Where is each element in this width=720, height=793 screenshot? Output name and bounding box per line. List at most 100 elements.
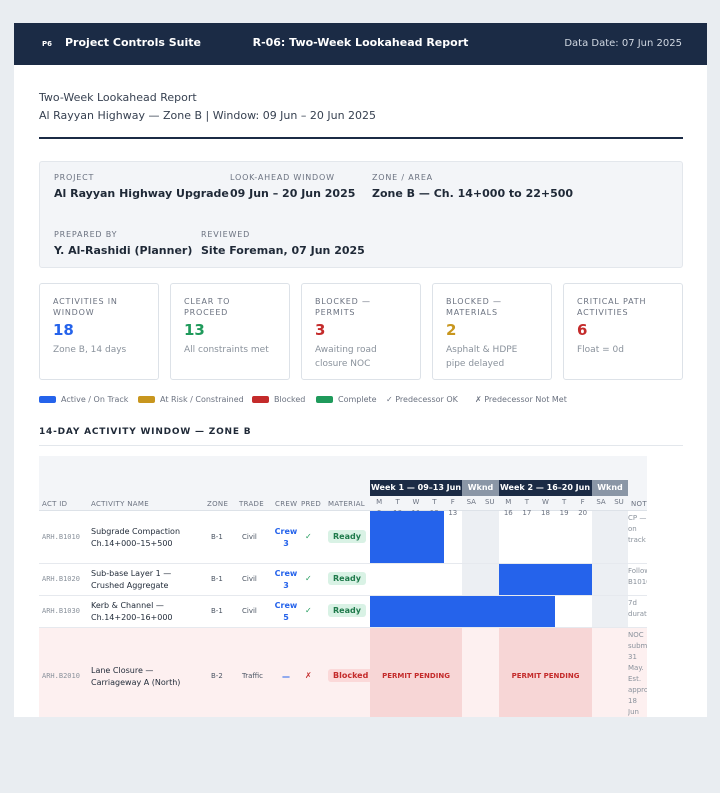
section-title: 14-DAY ACTIVITY WINDOW — ZONE B <box>39 427 252 437</box>
lookahead-grid: ACT ID ACTIVITY NAME ZONE TRADE CREW PRE… <box>39 456 647 717</box>
kpi-sub: Float = 0d <box>577 345 624 355</box>
legend-swatch <box>252 396 269 403</box>
material-status-badge: Ready <box>328 529 366 543</box>
meta-project: PROJECT Al Rayyan Highway Upgrade <box>54 173 229 200</box>
col-material: MATERIAL <box>328 500 365 508</box>
crew-link[interactable]: Crew 3 <box>274 569 298 590</box>
legend-label: Complete <box>338 395 377 404</box>
activity-trade: Civil <box>242 607 257 615</box>
kpi-label: CRITICAL PATH ACTIVITIES <box>577 297 647 317</box>
table-row[interactable]: ARH.B1010 Subgrade Compaction Ch.14+000–1… <box>39 511 647 564</box>
activity-bar[interactable] <box>370 596 555 627</box>
day-letter: T <box>395 498 400 506</box>
legend-label: Blocked <box>274 395 306 404</box>
col-notes: NOT <box>631 500 647 508</box>
meta-zone-label: ZONE / AREA <box>372 173 433 182</box>
week1-header: Week 1 — 09–13 Jun 2025 <box>370 480 462 496</box>
status-legend: Active / On Track At Risk / Constrained … <box>39 395 683 409</box>
activity-id: ARH.B1030 <box>42 607 80 615</box>
day-letter: F <box>580 498 585 506</box>
day-header: SA <box>592 497 610 508</box>
crew-link[interactable]: Crew 3 <box>274 526 298 548</box>
legend-complete: Complete <box>316 395 377 404</box>
table-row[interactable]: ARH.B2010 Lane Closure — Carriageway A (N… <box>39 628 647 717</box>
meta-reviewed: REVIEWED Site Foreman, 07 Jun 2025 <box>201 230 365 257</box>
kpi-label: BLOCKED — PERMITS <box>315 297 371 317</box>
col-activity-name: ACTIVITY NAME <box>91 500 149 508</box>
blocked-bar[interactable]: PERMIT PENDING <box>370 628 462 717</box>
material-status-badge: Ready <box>328 604 366 617</box>
activity-zone: B-1 <box>211 532 223 541</box>
meta-window-value: 09 Jun – 20 Jun 2025 <box>230 187 356 200</box>
kpi-sub: Asphalt & HDPE pipe delayed <box>446 345 518 369</box>
legend-swatch <box>316 396 333 403</box>
day-letter: SU <box>614 498 624 506</box>
day-letter: SU <box>484 498 495 506</box>
day-header: F 20 <box>573 497 592 519</box>
meta-prepared: PREPARED BY Y. Al-Rashidi (Planner) <box>54 230 192 257</box>
activity-zone: B-1 <box>211 575 223 583</box>
day-number: 16 <box>503 509 513 517</box>
kpi-clear: CLEAR TO PROCEED 13 All constraints met <box>170 283 290 380</box>
section-divider <box>39 445 683 446</box>
col-pred: PRED <box>301 500 322 508</box>
meta-reviewed-label: REVIEWED <box>201 230 251 239</box>
blocked-bar[interactable]: PERMIT PENDING <box>499 628 592 717</box>
report-header: Two-Week Lookahead Report Al Rayyan High… <box>39 89 683 125</box>
week2-header: Week 2 — 16–20 Jun 2025 <box>499 480 592 496</box>
report-title: R-06: Two-Week Lookahead Report <box>252 36 469 49</box>
kpi-critical-path: CRITICAL PATH ACTIVITIES 6 Float = 0d <box>563 283 683 380</box>
data-date: Data Date: 07 Jun 2025 <box>564 38 682 49</box>
activity-note: CP — on track <box>628 514 647 544</box>
day-letter: T <box>524 498 530 506</box>
meta-reviewed-value: Site Foreman, 07 Jun 2025 <box>201 244 365 257</box>
kpi-label: ACTIVITIES IN WINDOW <box>53 297 118 317</box>
day-letter: T <box>432 498 437 506</box>
legend-swatch <box>138 396 155 403</box>
meta-window-label: LOOK-AHEAD WINDOW <box>230 173 335 182</box>
kpi-label: CLEAR TO PROCEED <box>184 297 231 317</box>
day-number: 19 <box>559 509 569 517</box>
col-zone: ZONE <box>207 500 229 508</box>
activity-name: Lane Closure — Carriageway A (North) <box>91 666 181 687</box>
crew-link[interactable]: — <box>282 672 290 681</box>
kpi-sub: Awaiting road closure NOC <box>315 345 377 369</box>
legend-blocked: Blocked <box>252 395 305 404</box>
table-row[interactable]: ARH.B1020 Sub-base Layer 1 — Crushed Aggr… <box>39 564 647 596</box>
activity-bar[interactable] <box>370 511 444 563</box>
page-title: Two-Week Lookahead Report <box>39 91 197 104</box>
kpi-label: BLOCKED — MATERIALS <box>446 297 502 317</box>
day-letter: M <box>505 498 512 506</box>
blocked-bar-label: PERMIT PENDING <box>382 672 450 680</box>
kpi-value: 6 <box>577 321 588 339</box>
page-subtitle: Al Rayyan Highway — Zone B | Window: 09 … <box>39 109 377 122</box>
material-status-badge: Blocked <box>328 669 374 682</box>
day-header: SA <box>462 497 481 508</box>
predecessor-status: ✓ <box>305 574 312 583</box>
meta-prepared-value: Y. Al-Rashidi (Planner) <box>54 244 193 257</box>
legend-swatch <box>39 396 56 403</box>
activity-bar[interactable] <box>499 564 592 595</box>
meta-project-label: PROJECT <box>54 173 95 182</box>
day-letter: T <box>561 498 567 506</box>
weekend1-header: Wknd <box>462 480 499 496</box>
activity-zone: B-1 <box>211 607 223 615</box>
activity-name: Kerb & Channel — Ch.14+200–16+000 <box>91 601 173 622</box>
app-logo: P6 <box>41 40 52 48</box>
col-crew: CREW <box>275 500 298 508</box>
legend-at-risk: At Risk / Constrained <box>138 395 244 404</box>
table-row[interactable]: ARH.B1030 Kerb & Channel — Ch.14+200–16+0… <box>39 596 647 628</box>
activity-zone: B-2 <box>211 672 223 680</box>
crew-link[interactable]: Crew 5 <box>274 601 298 622</box>
kpi-value: 13 <box>184 321 205 339</box>
activity-note: 7d duration <box>628 599 647 618</box>
kpi-cards: ACTIVITIES IN WINDOW 18 Zone B, 14 days … <box>39 283 683 380</box>
day-number: 20 <box>578 509 588 517</box>
kpi-activities: ACTIVITIES IN WINDOW 18 Zone B, 14 days <box>39 283 159 380</box>
app-name: Project Controls Suite <box>65 36 201 49</box>
activity-name: Sub-base Layer 1 — Crushed Aggregate <box>91 569 172 590</box>
col-trade: TRADE <box>239 500 264 508</box>
meta-window: LOOK-AHEAD WINDOW 09 Jun – 20 Jun 2025 <box>230 173 355 200</box>
project-metadata-panel: PROJECT Al Rayyan Highway Upgrade LOOK-A… <box>39 161 683 268</box>
meta-zone-value: Zone B — Ch. 14+000 to 22+500 <box>372 187 574 200</box>
